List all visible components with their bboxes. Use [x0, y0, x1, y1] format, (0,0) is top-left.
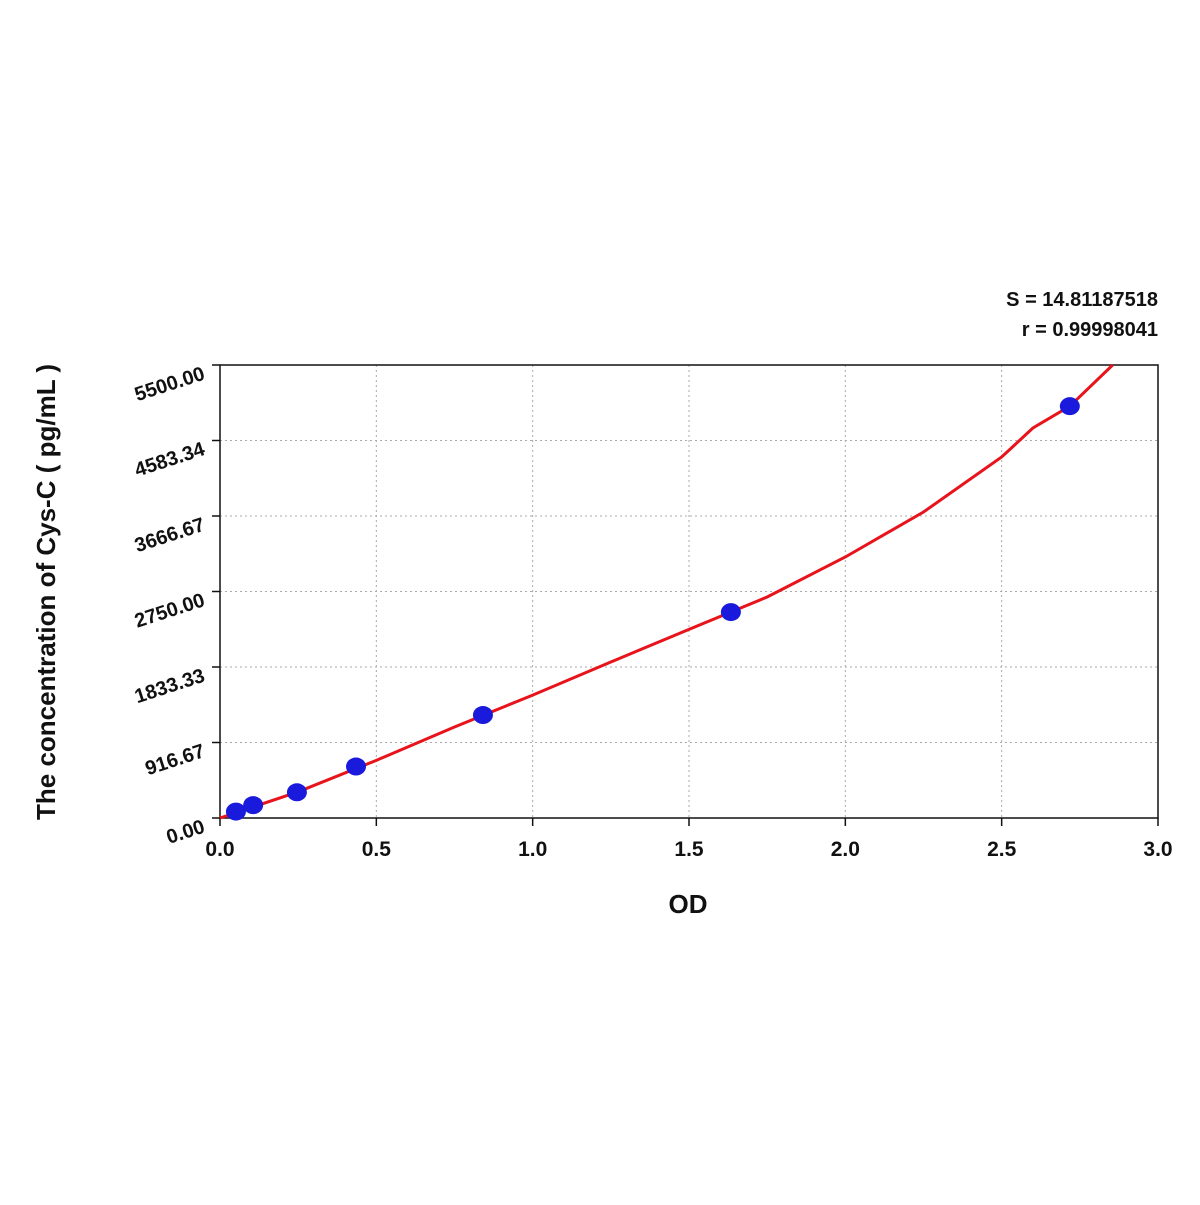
- x-tick-label: 3.0: [1143, 838, 1172, 861]
- x-tick-label: 0.0: [205, 838, 234, 861]
- plot-frame: [219, 364, 1159, 819]
- x-tick-label: 2.0: [831, 838, 860, 861]
- data-point: [1059, 397, 1080, 416]
- annotation-s: S = 14.81187518: [1006, 289, 1158, 311]
- x-tick-label: 0.5: [362, 838, 392, 861]
- data-point: [472, 706, 493, 725]
- data-point: [243, 796, 264, 815]
- y-axis-label: The concentration of Cys-C ( pg/mL ): [31, 364, 61, 820]
- data-point: [286, 783, 307, 802]
- x-axis-label: OD: [669, 889, 708, 919]
- x-tick-label: 2.5: [987, 838, 1017, 861]
- x-tick-label: 1.0: [518, 838, 547, 861]
- data-point: [225, 802, 246, 821]
- data-point: [720, 603, 741, 622]
- annotation-r: r = 0.99998041: [1022, 319, 1158, 341]
- data-point: [346, 757, 367, 776]
- x-tick-label: 1.5: [674, 838, 704, 861]
